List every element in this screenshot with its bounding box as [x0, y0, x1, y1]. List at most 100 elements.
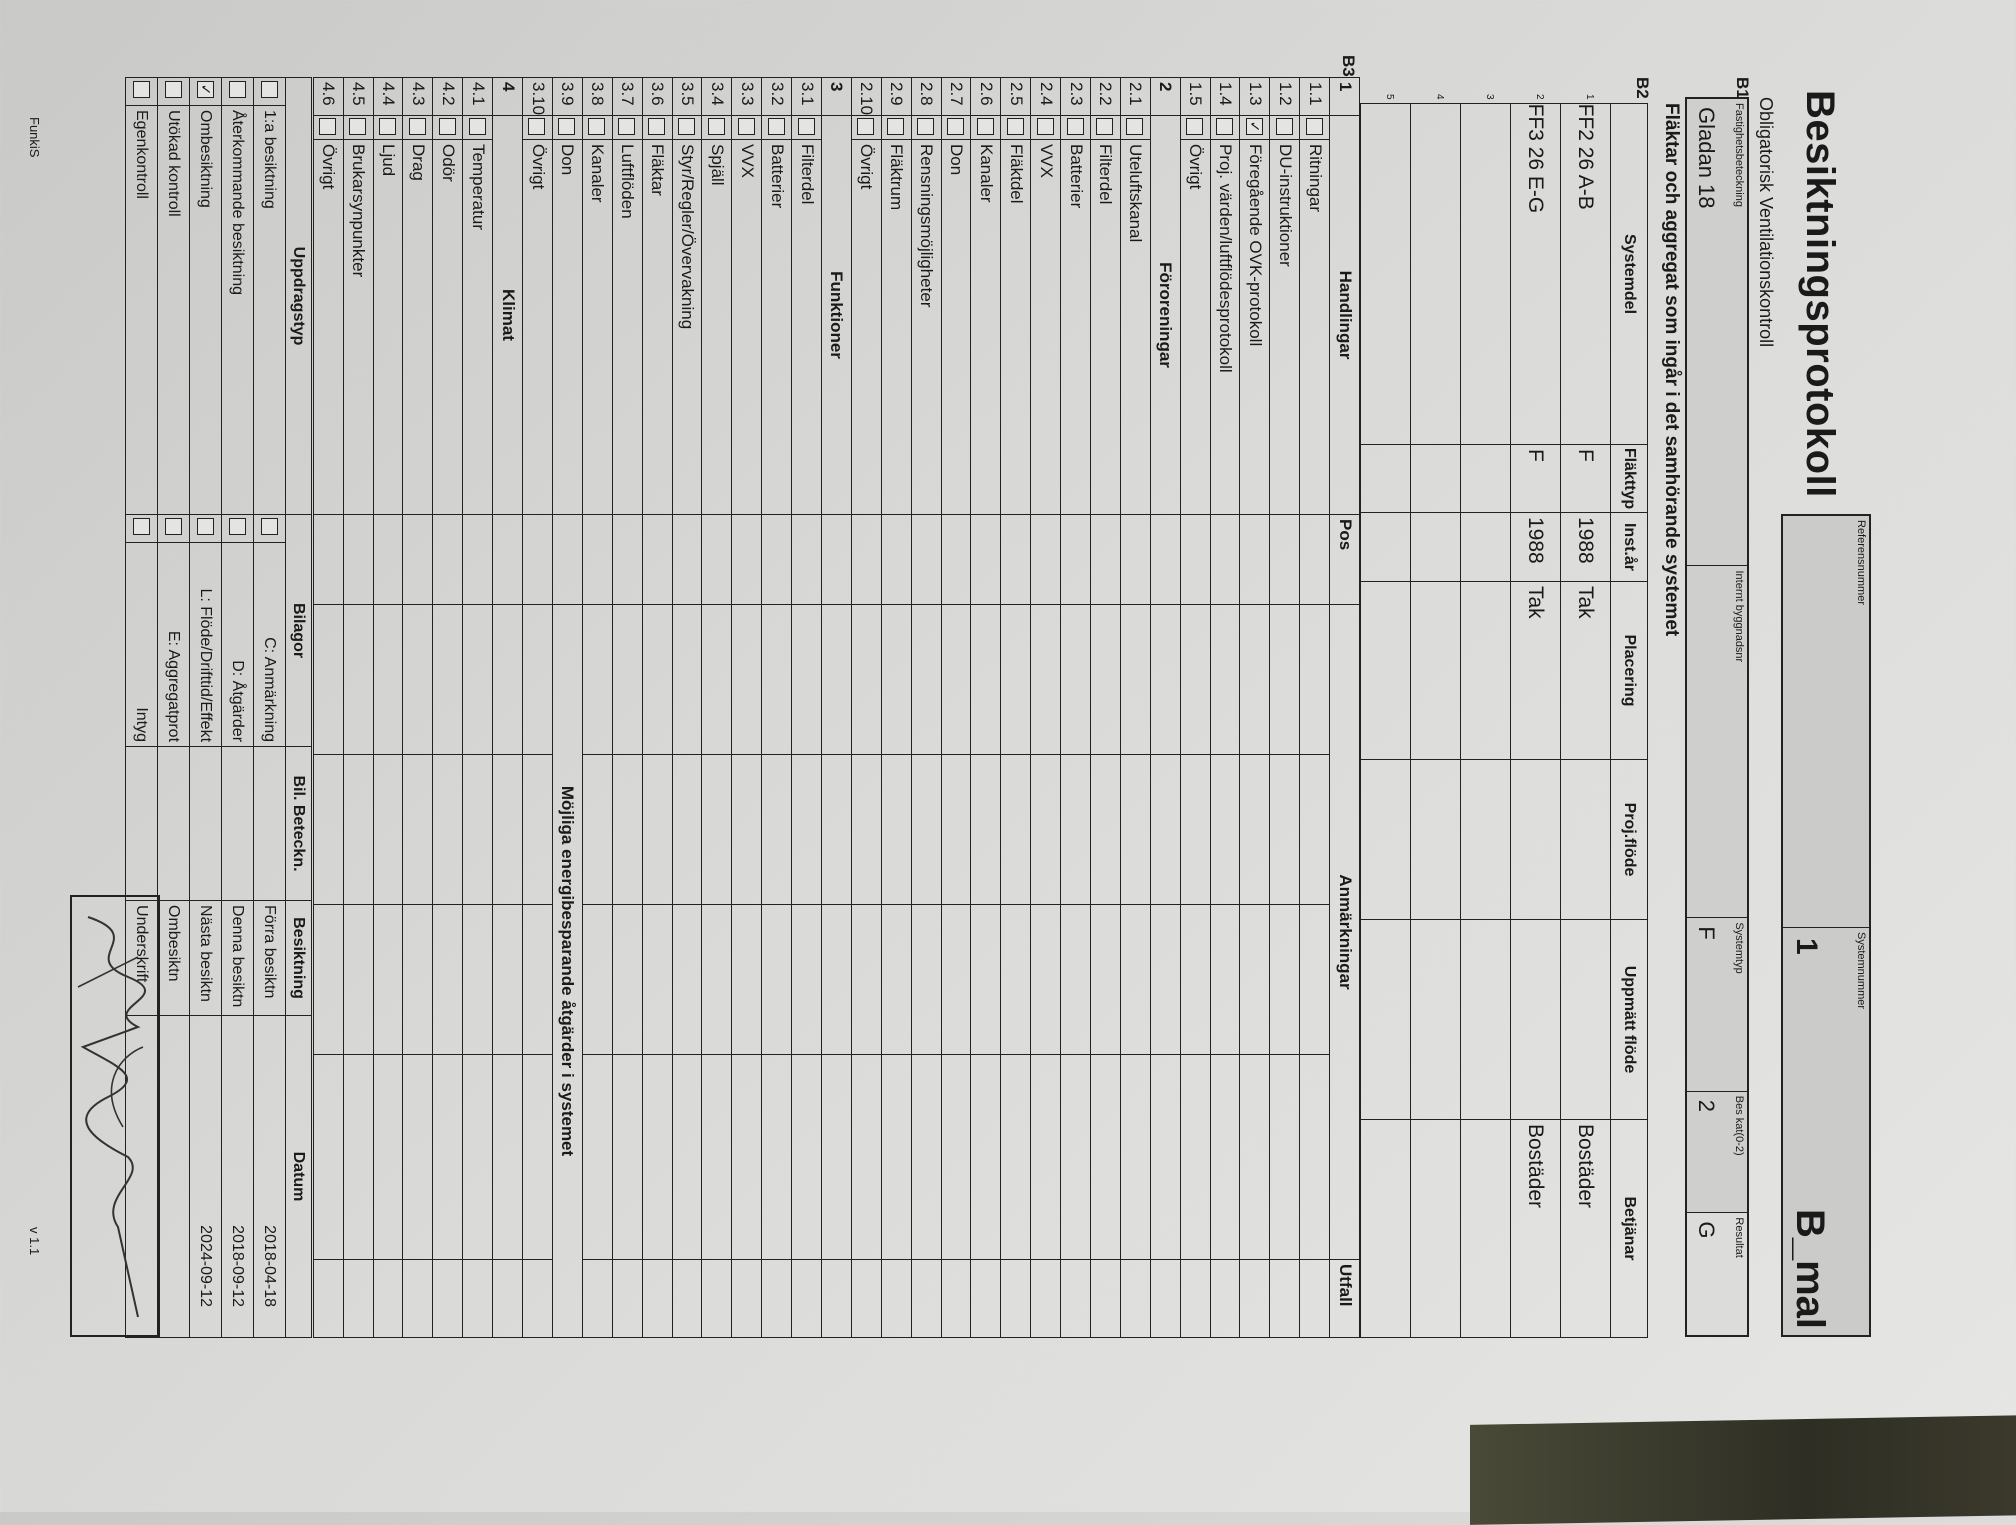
item-checkbox[interactable]	[618, 118, 636, 135]
entry-cell[interactable]	[672, 904, 702, 1055]
entry-cell[interactable]	[701, 1259, 732, 1338]
item-checkbox[interactable]	[707, 118, 725, 135]
entry-cell[interactable]	[432, 1054, 463, 1260]
attachment-checkbox[interactable]	[165, 518, 183, 536]
item-checkbox[interactable]	[319, 118, 337, 135]
entry-cell[interactable]	[1090, 754, 1121, 905]
inspection-date[interactable]: 2018-04-18	[253, 1015, 286, 1338]
property-field[interactable]: Systemtyp F	[1687, 918, 1747, 1092]
empty-cell[interactable]	[821, 604, 852, 755]
entry-cell[interactable]	[1180, 1054, 1211, 1260]
entry-cell[interactable]	[1090, 904, 1121, 1055]
entry-cell[interactable]	[881, 754, 912, 905]
table-cell[interactable]	[1410, 1119, 1461, 1338]
entry-cell[interactable]	[432, 514, 463, 605]
attachment-designation[interactable]	[253, 746, 286, 901]
entry-cell[interactable]	[881, 514, 912, 605]
item-checkbox-cell[interactable]	[1030, 115, 1061, 140]
entry-cell[interactable]	[612, 604, 643, 755]
signature-box[interactable]	[70, 895, 160, 1337]
item-checkbox[interactable]	[857, 118, 875, 135]
item-checkbox-cell[interactable]	[313, 115, 344, 140]
table-cell[interactable]	[1460, 759, 1511, 920]
entry-cell[interactable]	[612, 754, 643, 905]
entry-cell[interactable]	[1210, 604, 1240, 755]
table-cell[interactable]: 1988	[1560, 512, 1611, 582]
entry-cell[interactable]	[1269, 1054, 1300, 1260]
property-field[interactable]: Internt byggnadsnr	[1687, 566, 1747, 919]
attachment-checkbox-cell[interactable]	[253, 514, 286, 543]
entry-cell[interactable]	[881, 904, 912, 1055]
entry-cell[interactable]	[1239, 1259, 1270, 1338]
entry-cell[interactable]	[672, 514, 702, 605]
entry-cell[interactable]	[403, 1054, 433, 1260]
entry-cell[interactable]	[522, 514, 553, 605]
entry-cell[interactable]	[1299, 604, 1330, 755]
entry-cell[interactable]	[522, 604, 553, 755]
entry-cell[interactable]	[970, 754, 1001, 905]
entry-cell[interactable]	[612, 1259, 643, 1338]
item-checkbox[interactable]	[468, 118, 486, 135]
entry-cell[interactable]	[941, 1054, 971, 1260]
entry-cell[interactable]	[911, 1054, 942, 1260]
table-cell[interactable]: Tak	[1510, 581, 1561, 760]
table-cell[interactable]: 5	[1360, 94, 1411, 445]
entry-cell[interactable]	[1299, 1054, 1330, 1260]
item-checkbox-cell[interactable]	[911, 115, 942, 140]
table-cell[interactable]	[1560, 919, 1611, 1120]
item-checkbox[interactable]	[438, 118, 456, 135]
entry-cell[interactable]	[373, 1259, 403, 1338]
entry-cell[interactable]	[1269, 604, 1300, 755]
entry-cell[interactable]	[403, 514, 433, 605]
entry-cell[interactable]	[432, 1259, 463, 1338]
item-checkbox[interactable]	[1305, 118, 1323, 135]
table-cell[interactable]	[1410, 444, 1461, 513]
entry-cell[interactable]	[612, 904, 643, 1055]
entry-cell[interactable]	[791, 514, 822, 605]
entry-cell[interactable]	[970, 904, 1001, 1055]
entry-cell[interactable]	[373, 754, 403, 905]
entry-cell[interactable]	[1000, 754, 1031, 905]
entry-cell[interactable]	[403, 1259, 433, 1338]
table-cell[interactable]	[1360, 444, 1411, 513]
entry-cell[interactable]	[1090, 1054, 1121, 1260]
type-checkbox-cell[interactable]	[125, 77, 158, 106]
entry-cell[interactable]	[791, 904, 822, 1055]
empty-cell[interactable]	[1150, 514, 1181, 605]
entry-cell[interactable]	[1120, 904, 1151, 1055]
entry-cell[interactable]	[313, 514, 344, 605]
entry-cell[interactable]	[791, 1054, 822, 1260]
item-checkbox[interactable]	[917, 118, 935, 135]
entry-cell[interactable]	[343, 1054, 374, 1260]
type-checkbox[interactable]	[133, 81, 151, 98]
table-cell[interactable]: 1988	[1510, 512, 1561, 582]
table-cell[interactable]	[1410, 581, 1461, 760]
table-cell[interactable]: F	[1510, 444, 1561, 513]
item-checkbox[interactable]	[588, 118, 606, 135]
item-checkbox-cell[interactable]	[761, 115, 792, 140]
item-checkbox-cell[interactable]	[1210, 115, 1240, 140]
empty-cell[interactable]	[821, 754, 852, 905]
attachment-checkbox-cell[interactable]	[189, 514, 222, 543]
item-checkbox-cell[interactable]	[1120, 115, 1151, 140]
entry-cell[interactable]	[761, 904, 792, 1055]
entry-cell[interactable]	[761, 514, 792, 605]
item-checkbox[interactable]	[1215, 118, 1233, 135]
attachment-checkbox[interactable]	[133, 518, 151, 536]
entry-cell[interactable]	[761, 1259, 792, 1338]
entry-cell[interactable]	[731, 1259, 762, 1338]
entry-cell[interactable]	[1060, 1054, 1091, 1260]
entry-cell[interactable]	[731, 904, 762, 1055]
entry-cell[interactable]	[1060, 1259, 1091, 1338]
entry-cell[interactable]	[403, 754, 433, 905]
item-checkbox[interactable]	[1126, 118, 1144, 135]
item-checkbox-cell[interactable]	[522, 115, 553, 140]
entry-cell[interactable]	[970, 1259, 1001, 1338]
empty-cell[interactable]	[1150, 1259, 1181, 1338]
entry-cell[interactable]	[612, 1054, 643, 1260]
entry-cell[interactable]	[1210, 1054, 1240, 1260]
item-checkbox[interactable]	[648, 118, 666, 135]
entry-cell[interactable]	[462, 1054, 493, 1260]
item-checkbox[interactable]	[408, 118, 426, 135]
entry-cell[interactable]	[582, 604, 613, 755]
